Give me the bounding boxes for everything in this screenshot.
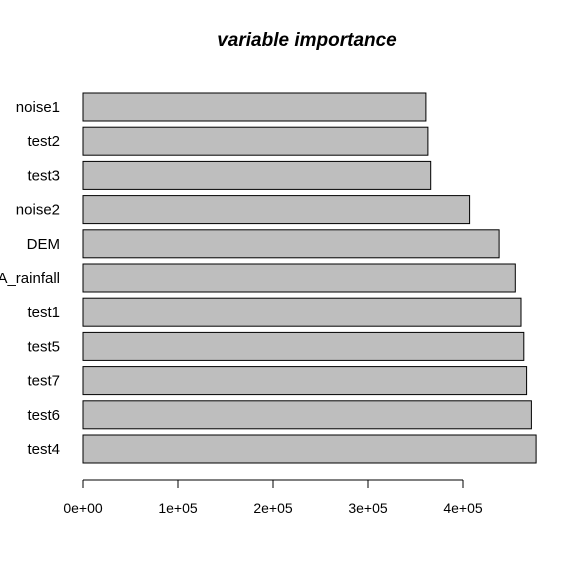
bar-noise2 <box>82 195 471 225</box>
x-tick-label: 1e+05 <box>158 500 198 516</box>
category-label: test2 <box>27 133 60 150</box>
bar-test2 <box>82 126 429 156</box>
category-label: noise2 <box>16 202 60 219</box>
bars-group <box>82 92 537 464</box>
bar-test3 <box>82 160 432 190</box>
bar-test6 <box>82 400 532 430</box>
category-label: test7 <box>27 373 60 390</box>
x-tick-label: 3e+05 <box>348 500 388 516</box>
bar-test5 <box>82 331 525 361</box>
x-tick-label: 0e+00 <box>63 500 103 516</box>
bar-dem <box>82 229 500 259</box>
bar-test4 <box>82 434 537 464</box>
bar-a-rainfall <box>82 263 516 293</box>
x-axis: 0e+00 1e+05 2e+05 3e+05 4e+05 <box>63 479 483 516</box>
category-label: test4 <box>27 441 60 458</box>
category-label: test1 <box>27 304 60 321</box>
bar-test7 <box>82 366 528 396</box>
x-tick-label: 4e+05 <box>443 500 483 516</box>
category-label: test6 <box>27 407 60 424</box>
category-label: DEM <box>27 236 60 253</box>
category-labels-group: noise1 test2 test3 noise2 DEM A_rainfall test1… <box>0 99 60 458</box>
category-label: noise1 <box>16 99 60 116</box>
x-tick-label: 2e+05 <box>253 500 293 516</box>
bar-noise1 <box>82 92 427 122</box>
category-label: test5 <box>27 338 60 355</box>
category-label: test3 <box>27 167 60 184</box>
category-label: A_rainfall <box>0 270 60 287</box>
bar-test1 <box>82 297 522 327</box>
chart-title: variable importance <box>217 30 397 51</box>
